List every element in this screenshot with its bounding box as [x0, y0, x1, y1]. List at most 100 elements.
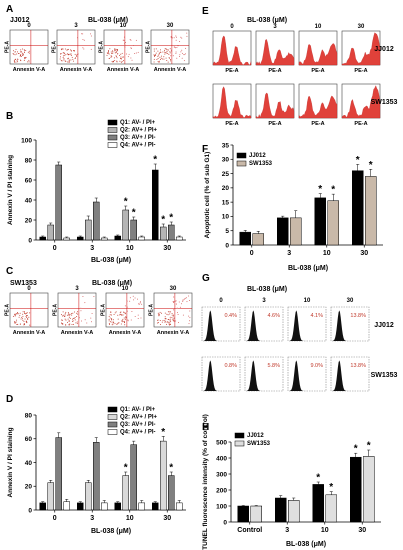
- panel-e-drug-label: BL-038 (μM): [247, 17, 287, 24]
- event-dot: [176, 312, 178, 314]
- event-dot: [165, 48, 167, 50]
- dose-label: 10: [122, 286, 129, 292]
- event-dot: [14, 313, 16, 315]
- event-dot: [90, 35, 92, 37]
- legend-label: Q1: AV- / PI+: [120, 120, 156, 126]
- y-tick-label: 30: [222, 157, 230, 164]
- event-dot: [60, 314, 62, 316]
- event-dot: [61, 60, 63, 62]
- event-dot: [71, 313, 73, 315]
- legend-label: Q2: AV+ / PI+: [120, 415, 158, 421]
- event-dot: [126, 306, 128, 308]
- bar: [55, 164, 62, 241]
- event-dot: [173, 320, 175, 322]
- event-dot: [82, 38, 84, 40]
- event-dot: [115, 48, 117, 50]
- event-dot: [175, 35, 177, 37]
- event-dot: [21, 52, 23, 54]
- event-dot: [65, 53, 67, 55]
- event-dot: [173, 46, 175, 48]
- dose-label: 3: [75, 286, 79, 292]
- panel-g-drug-label: BL-038 (μM): [247, 286, 287, 293]
- event-dot: [67, 53, 69, 55]
- x-axis-label: PE-A: [311, 68, 324, 74]
- event-dot: [62, 311, 64, 313]
- event-dot: [84, 302, 86, 304]
- bar: [168, 475, 175, 511]
- event-dot: [138, 303, 140, 305]
- event-dot: [60, 53, 62, 55]
- event-dot: [111, 61, 113, 63]
- bar: [101, 502, 108, 511]
- x-tick-label: 30: [358, 527, 366, 534]
- event-dot: [171, 314, 173, 316]
- legend-swatch: [236, 160, 247, 167]
- panel-g-histogram-grid: 0 3 10 30 0.4% 4.6% 4.1% 13.8% JJ012 0.8% 5.8% 9.0%…: [201, 298, 398, 392]
- event-dot: [121, 319, 123, 321]
- x-axis-label: Annexin V-A: [13, 67, 45, 73]
- event-dot: [27, 318, 29, 320]
- event-dot: [123, 39, 125, 41]
- significance-star: *: [169, 213, 173, 224]
- dose-label: 3: [74, 23, 78, 29]
- significance-star: *: [367, 441, 371, 452]
- event-dot: [165, 52, 167, 54]
- event-dot: [23, 324, 25, 326]
- event-dot: [165, 52, 167, 54]
- event-dot: [165, 323, 167, 325]
- percent-label: 13.8%: [350, 363, 366, 369]
- event-dot: [119, 60, 121, 62]
- bar: [152, 502, 159, 511]
- event-dot: [68, 320, 70, 322]
- event-dot: [125, 316, 127, 318]
- event-dot: [68, 324, 70, 326]
- event-dot: [23, 52, 25, 54]
- event-dot: [186, 35, 188, 37]
- significance-star: *: [161, 427, 165, 438]
- event-dot: [179, 41, 181, 43]
- event-dot: [114, 49, 116, 51]
- event-dot: [111, 52, 113, 54]
- event-dot: [13, 53, 15, 55]
- event-dot: [74, 311, 76, 313]
- legend-swatch: [107, 429, 118, 435]
- event-dot: [123, 311, 125, 313]
- event-dot: [185, 297, 187, 299]
- event-dot: [23, 323, 25, 325]
- event-dot: [14, 54, 16, 56]
- dot-plot-frame: [9, 292, 49, 328]
- event-dot: [114, 52, 116, 54]
- event-dot: [173, 301, 175, 303]
- event-dot: [159, 311, 161, 313]
- event-dot: [169, 316, 171, 318]
- event-dot: [136, 298, 138, 300]
- histogram-area: [341, 85, 381, 119]
- event-dot: [82, 296, 84, 298]
- event-dot: [26, 312, 28, 314]
- event-dot: [18, 316, 20, 318]
- event-dot: [121, 52, 123, 54]
- event-dot: [155, 48, 157, 50]
- y-tick-label: 300: [216, 471, 227, 478]
- bar: [237, 505, 249, 523]
- event-dot: [166, 49, 168, 51]
- event-dot: [116, 57, 118, 59]
- event-dot: [20, 318, 22, 320]
- legend-label: Q1: AV- / PI+: [120, 407, 156, 413]
- event-dot: [153, 48, 155, 50]
- event-dot: [130, 39, 132, 41]
- event-dot: [70, 49, 72, 51]
- event-dot: [65, 319, 67, 321]
- event-dot: [70, 54, 72, 56]
- event-dot: [129, 38, 131, 40]
- panel-a-flow-cytometry: A JJ012 BL-038 (μM) 0 Annexin V-A PE-A 3 Ann…: [5, 4, 190, 73]
- x-tick-label: 0: [53, 245, 57, 252]
- event-dot: [134, 52, 136, 54]
- event-dot: [168, 53, 170, 55]
- event-dot: [12, 315, 14, 317]
- bar: [138, 236, 145, 241]
- event-dot: [15, 61, 17, 63]
- bar: [277, 217, 289, 246]
- event-dot: [166, 313, 168, 315]
